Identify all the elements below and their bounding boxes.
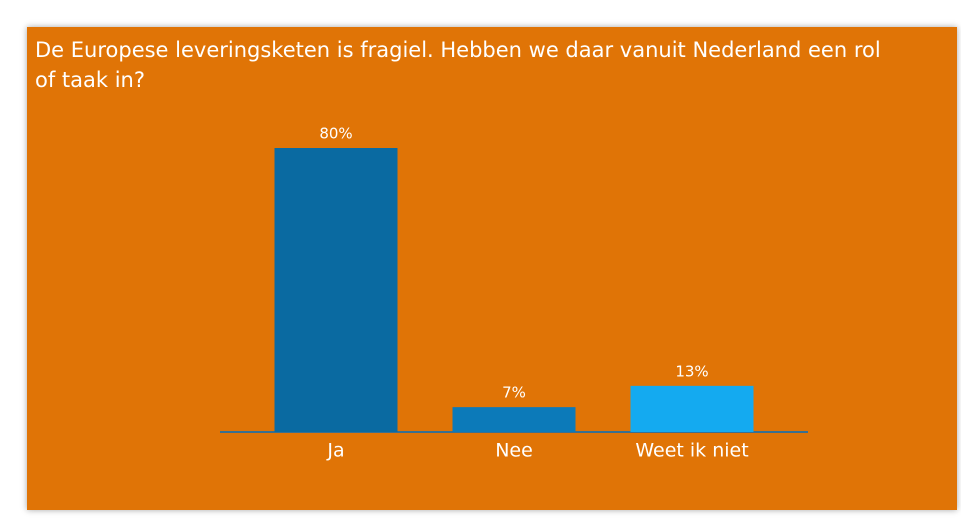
data-label: 80% [319, 125, 352, 143]
chart: 80% Ja 7% Nee 13% Weet ik niet [220, 125, 808, 462]
bar [452, 407, 576, 432]
x-tick-label: Nee [495, 440, 533, 462]
chart-title: De Europese leveringsketen is fragiel. H… [35, 38, 881, 92]
chart-panel: De Europese leveringsketen is fragiel. H… [27, 27, 957, 510]
bar [630, 385, 754, 432]
data-label: 7% [502, 384, 526, 402]
x-tick-label: Weet ik niet [635, 440, 748, 462]
x-tick-label: Ja [326, 440, 344, 462]
bar [274, 148, 398, 432]
data-label: 13% [675, 362, 708, 380]
